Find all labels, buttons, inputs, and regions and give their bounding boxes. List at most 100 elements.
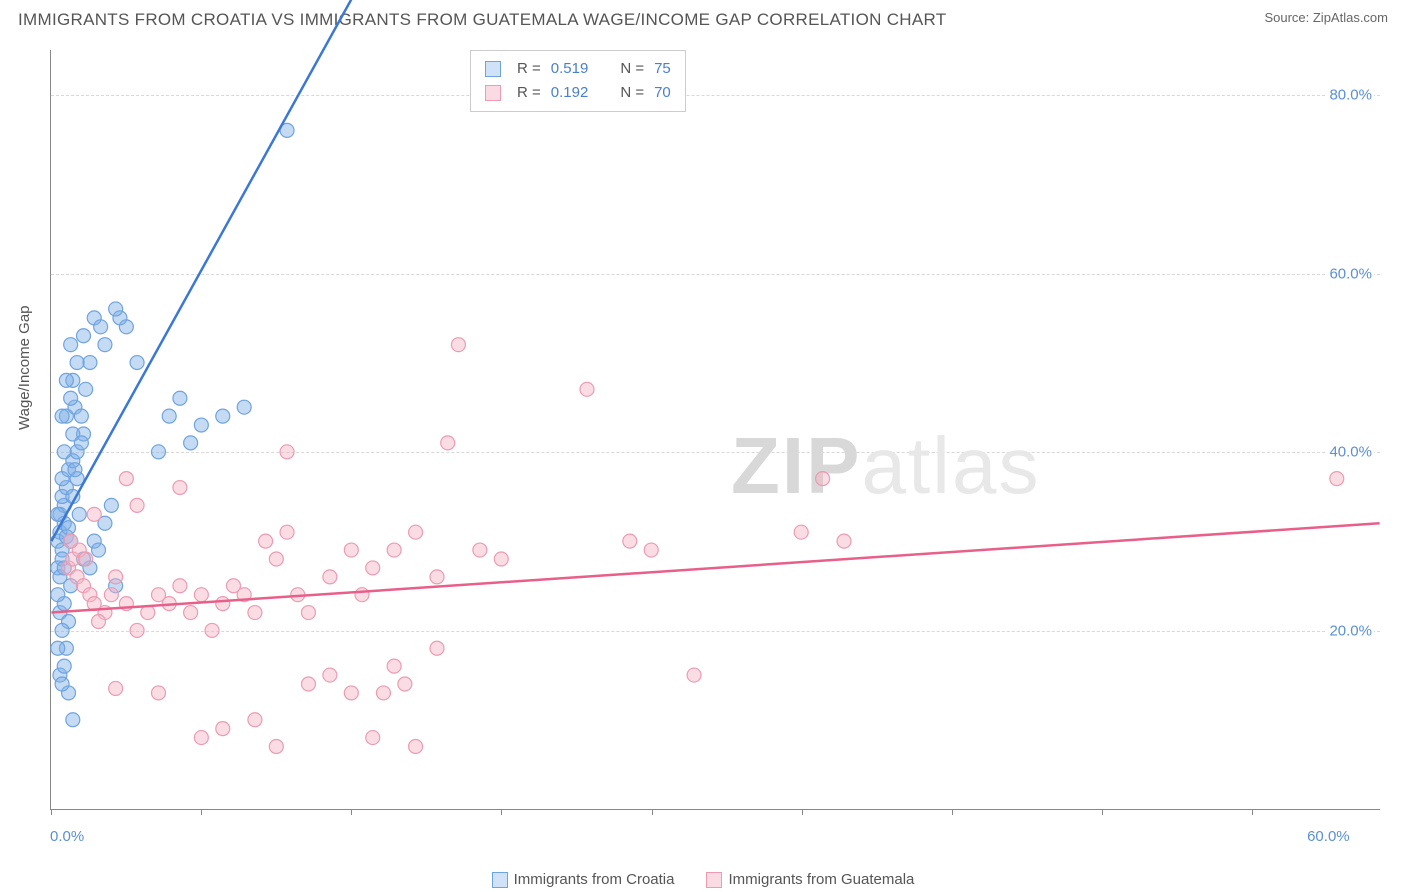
data-point (55, 677, 69, 691)
data-point (366, 731, 380, 745)
data-point (68, 463, 82, 477)
data-point (323, 668, 337, 682)
data-point (687, 668, 701, 682)
data-point (494, 552, 508, 566)
x-tick-label: 0.0% (50, 828, 84, 845)
legend-item: Immigrants from Croatia (492, 871, 675, 888)
data-point (248, 606, 262, 620)
data-point (162, 409, 176, 423)
data-point (366, 561, 380, 575)
correlation-legend: R =0.519N =75R =0.192N =70 (470, 50, 686, 112)
n-label: N = (620, 57, 644, 81)
data-point (451, 338, 465, 352)
data-point (216, 597, 230, 611)
data-point (173, 481, 187, 495)
data-point (430, 570, 444, 584)
chart-plot-area: ZIPatlas 20.0%40.0%60.0%80.0% (50, 50, 1380, 810)
n-value: 75 (654, 57, 671, 81)
data-point (301, 677, 315, 691)
r-label: R = (517, 57, 541, 81)
legend-row: R = 0.519 N = 75 (485, 57, 671, 81)
data-point (72, 507, 86, 521)
data-point (87, 507, 101, 521)
data-point (259, 534, 273, 548)
data-point (70, 356, 84, 370)
legend-swatch (485, 61, 501, 77)
data-point (141, 606, 155, 620)
data-point (104, 588, 118, 602)
data-point (623, 534, 637, 548)
data-point (205, 623, 219, 637)
data-point (409, 740, 423, 754)
data-point (94, 320, 108, 334)
r-value: 0.519 (551, 57, 589, 81)
data-point (398, 677, 412, 691)
data-point (57, 659, 71, 673)
data-point (644, 543, 658, 557)
legend-item: Immigrants from Guatemala (706, 871, 914, 888)
data-point (184, 606, 198, 620)
data-point (173, 391, 187, 405)
data-point (194, 731, 208, 745)
n-label: N = (620, 81, 644, 105)
x-tick (351, 809, 352, 815)
data-point (387, 659, 401, 673)
x-tick (952, 809, 953, 815)
data-point (194, 418, 208, 432)
x-tick (802, 809, 803, 815)
data-point (92, 614, 106, 628)
legend-label: Immigrants from Guatemala (728, 871, 914, 888)
scatter-svg (51, 50, 1380, 809)
data-point (430, 641, 444, 655)
data-point (152, 686, 166, 700)
data-point (237, 400, 251, 414)
data-point (344, 686, 358, 700)
data-point (580, 382, 594, 396)
data-point (441, 436, 455, 450)
data-point (280, 445, 294, 459)
legend-swatch (492, 872, 508, 888)
data-point (837, 534, 851, 548)
data-point (194, 588, 208, 602)
series-legend: Immigrants from Croatia Immigrants from G… (0, 871, 1406, 888)
data-point (216, 409, 230, 423)
x-tick-label: 60.0% (1307, 828, 1350, 845)
x-tick (652, 809, 653, 815)
r-label: R = (517, 81, 541, 105)
n-value: 70 (654, 81, 671, 105)
data-point (55, 623, 69, 637)
data-point (816, 472, 830, 486)
data-point (64, 338, 78, 352)
data-point (104, 498, 118, 512)
data-point (152, 445, 166, 459)
data-point (130, 623, 144, 637)
data-point (98, 338, 112, 352)
data-point (473, 543, 487, 557)
data-point (66, 713, 80, 727)
data-point (409, 525, 423, 539)
source-attribution: Source: ZipAtlas.com (1264, 10, 1388, 25)
legend-swatch (706, 872, 722, 888)
data-point (74, 436, 88, 450)
data-point (130, 356, 144, 370)
data-point (387, 543, 401, 557)
data-point (216, 722, 230, 736)
chart-title: IMMIGRANTS FROM CROATIA VS IMMIGRANTS FR… (18, 10, 946, 30)
source-link[interactable]: ZipAtlas.com (1313, 10, 1388, 25)
data-point (323, 570, 337, 584)
legend-row: R =0.192N =70 (485, 81, 671, 105)
data-point (59, 373, 73, 387)
data-point (51, 641, 65, 655)
data-point (280, 525, 294, 539)
data-point (301, 606, 315, 620)
legend-label: Immigrants from Croatia (514, 871, 675, 888)
x-tick (1102, 809, 1103, 815)
data-point (109, 681, 123, 695)
data-point (83, 356, 97, 370)
data-point (77, 329, 91, 343)
data-point (109, 302, 123, 316)
trend-line (51, 523, 1379, 612)
data-point (173, 579, 187, 593)
data-point (184, 436, 198, 450)
data-point (64, 534, 78, 548)
